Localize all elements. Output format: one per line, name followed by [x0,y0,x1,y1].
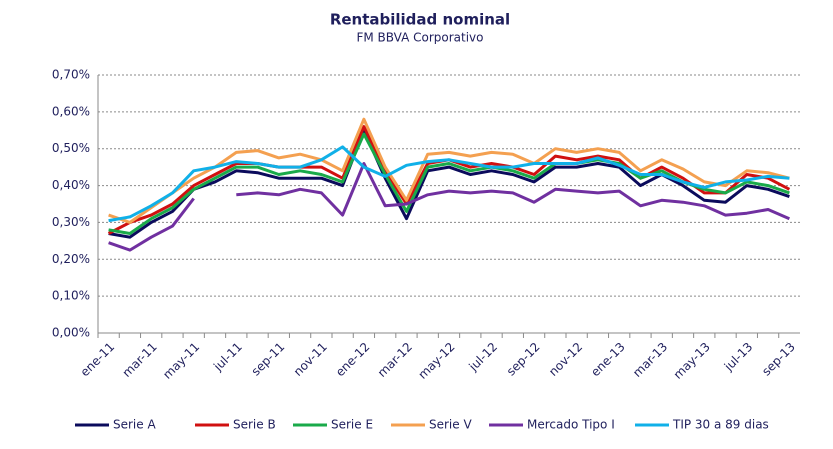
series-line [108,128,790,239]
x-tick-label: mar-12 [375,340,415,380]
x-tick-label: mar-11 [120,340,160,380]
x-tick-label: may-12 [415,340,457,382]
legend-label: Serie A [113,418,156,432]
legend-label: Mercado Tipo I [527,418,615,432]
series-line [108,145,790,223]
x-tick-label: nov-12 [546,340,585,379]
series-line [108,117,790,224]
x-tick-label: may-11 [160,340,202,382]
y-tick-label: 0,00% [52,326,90,340]
legend-label: Serie E [331,418,373,432]
legend-label: Serie V [429,418,472,432]
x-tick-label: mar-13 [630,340,670,380]
x-tick-label: may-13 [671,340,713,382]
chart-subtitle: FM BBVA Corporativo [356,31,483,45]
x-tick-label: nov-11 [291,340,330,379]
y-tick-label: 0,50% [52,141,90,155]
x-tick-label: sep-13 [759,340,798,379]
x-tick-label: sep-11 [249,340,288,379]
legend-label: TIP 30 a 89 dias [672,418,769,432]
y-tick-label: 0,60% [52,104,90,118]
x-tick-label: ene-12 [333,340,373,380]
x-tick-label: jul-13 [721,340,756,375]
chart-title: Rentabilidad nominal [330,11,510,29]
legend-label: Serie B [233,418,276,432]
x-tick-label: ene-13 [588,340,628,380]
x-tick-label: jul-11 [210,340,245,375]
y-tick-label: 0,30% [52,215,90,229]
series-line [108,162,790,252]
x-tick-label: sep-12 [504,340,543,379]
y-tick-label: 0,40% [52,178,90,192]
x-tick-label: ene-11 [78,340,118,380]
y-tick-label: 0,20% [52,252,90,266]
y-tick-label: 0,10% [52,289,90,303]
x-tick-label: jul-12 [466,340,501,375]
y-tick-label: 0,70% [52,68,90,82]
